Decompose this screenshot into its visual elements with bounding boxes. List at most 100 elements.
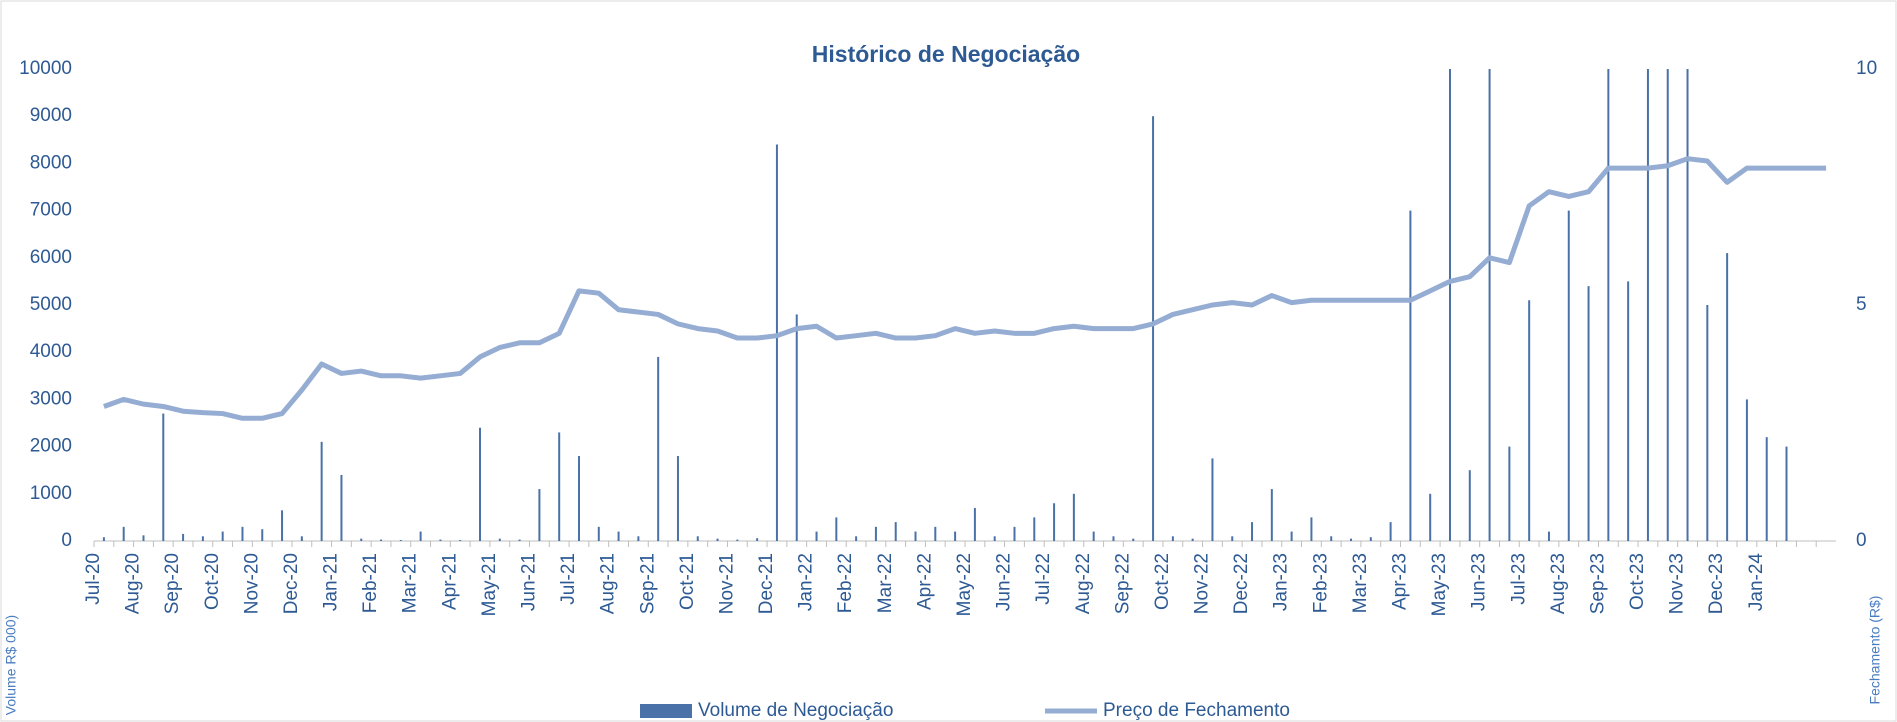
x-tick-label: Mar-23 (1350, 553, 1371, 613)
y2-axis-title: Fechamento (R$) (1867, 596, 1883, 705)
x-tick-label: Jul-21 (558, 553, 579, 605)
volume-bar (281, 510, 284, 541)
volume-bar (1686, 69, 1689, 541)
volume-bar (142, 535, 145, 541)
volume-bar (736, 539, 739, 541)
x-tick-label: Apr-22 (914, 553, 935, 610)
volume-bar (1191, 538, 1194, 541)
x-tick-label: Feb-23 (1310, 553, 1331, 613)
volume-bar (1092, 531, 1095, 541)
y-tick-label: 7000 (30, 200, 72, 221)
volume-bar (1053, 503, 1056, 541)
volume-bar (1211, 458, 1214, 541)
volume-bar (597, 526, 600, 541)
x-tick-label: Jul-22 (1033, 553, 1054, 605)
volume-bar (716, 538, 719, 541)
volume-bar (1350, 538, 1353, 541)
volume-bar (1389, 522, 1392, 541)
x-tick-label: May-21 (479, 553, 500, 616)
x-tick-label: Aug-22 (1073, 553, 1094, 614)
volume-bar (380, 539, 383, 541)
volume-bar (855, 536, 858, 541)
volume-bar (756, 538, 759, 541)
x-tick-label: Jan-24 (1746, 553, 1767, 612)
volume-bar (795, 314, 798, 541)
y2-tick-label: 5 (1856, 294, 1867, 315)
x-tick-label: Apr-23 (1390, 553, 1411, 610)
x-tick-label: Jan-21 (321, 553, 342, 611)
volume-bar (815, 531, 818, 541)
volume-bar (1528, 300, 1531, 541)
volume-bar (1726, 253, 1729, 541)
x-tick-label: Jan-23 (1271, 553, 1292, 611)
volume-bar (1112, 536, 1115, 541)
volume-bar (1290, 531, 1293, 541)
volume-bar (1270, 489, 1273, 541)
x-tick-label: Nov-23 (1667, 553, 1688, 614)
volume-bar (1152, 116, 1155, 541)
x-tick-label: Apr-21 (439, 553, 460, 610)
x-tick-label: Nov-20 (241, 553, 262, 614)
legend-label: Volume de Negociação (698, 700, 893, 721)
x-tick-label: Jul-23 (1508, 553, 1529, 605)
volume-bar (1666, 69, 1669, 541)
x-tick-label: Nov-22 (1192, 553, 1213, 614)
y-tick-label: 4000 (30, 341, 72, 362)
volume-bar (340, 474, 343, 541)
volume-bar (1072, 493, 1075, 541)
volume-bar (1369, 537, 1372, 541)
x-tick-label: Dec-23 (1706, 553, 1727, 614)
volume-bar (1706, 305, 1709, 541)
volume-bar (122, 526, 125, 541)
x-tick-label: Dec-22 (1231, 553, 1252, 614)
volume-bar (1330, 536, 1333, 541)
x-tick-label: Sep-21 (637, 553, 658, 614)
y2-tick-label: 10 (1856, 58, 1877, 79)
x-tick-label: Dec-20 (281, 553, 302, 614)
volume-bar (1132, 538, 1135, 541)
y-tick-label: 10000 (19, 58, 72, 79)
volume-bar (1607, 69, 1610, 541)
x-tick-label: May-23 (1429, 553, 1450, 616)
x-tick-label: Feb-21 (360, 553, 381, 613)
price-line (103, 156, 1827, 421)
x-tick-label: Oct-22 (1152, 553, 1173, 610)
volume-bar (874, 526, 877, 541)
volume-bar (439, 539, 442, 541)
x-tick-label: Aug-21 (598, 553, 619, 614)
x-tick-label: Sep-23 (1587, 553, 1608, 614)
y-tick-label: 6000 (30, 247, 72, 268)
volume-bar (1013, 526, 1016, 541)
volume-bar (1468, 470, 1471, 541)
y-tick-label: 2000 (30, 436, 72, 457)
volume-bar (577, 456, 580, 541)
volume-bar (1448, 69, 1451, 541)
volume-bar (1171, 536, 1174, 541)
x-tick-label: Aug-20 (123, 553, 144, 614)
volume-bar (835, 517, 838, 541)
volume-bar (657, 356, 660, 541)
y2-tick-label: 0 (1856, 530, 1867, 551)
volume-bar (1646, 69, 1649, 541)
volume-bar (1547, 531, 1550, 541)
volume-bar (1587, 286, 1590, 541)
volume-bar (1488, 69, 1491, 541)
legend-swatch (640, 704, 692, 718)
y-tick-label: 3000 (30, 388, 72, 409)
y-tick-label: 0 (61, 530, 72, 551)
x-tick-label: Feb-22 (835, 553, 856, 613)
volume-bar (1785, 446, 1788, 541)
x-tick-label: Jun-22 (994, 553, 1015, 611)
volume-bar (1567, 210, 1570, 541)
volume-bar (261, 529, 264, 541)
volume-bar (696, 536, 699, 541)
volume-bar (1033, 517, 1036, 541)
volume-bar (419, 531, 422, 541)
volume-bar (1429, 493, 1432, 541)
x-tick-label: May-22 (954, 553, 975, 616)
x-tick-label: Mar-22 (875, 553, 896, 613)
volume-bar (182, 533, 185, 541)
volume-bar (558, 432, 561, 541)
y-tick-label: 8000 (30, 152, 72, 173)
volume-bar (1310, 517, 1313, 541)
